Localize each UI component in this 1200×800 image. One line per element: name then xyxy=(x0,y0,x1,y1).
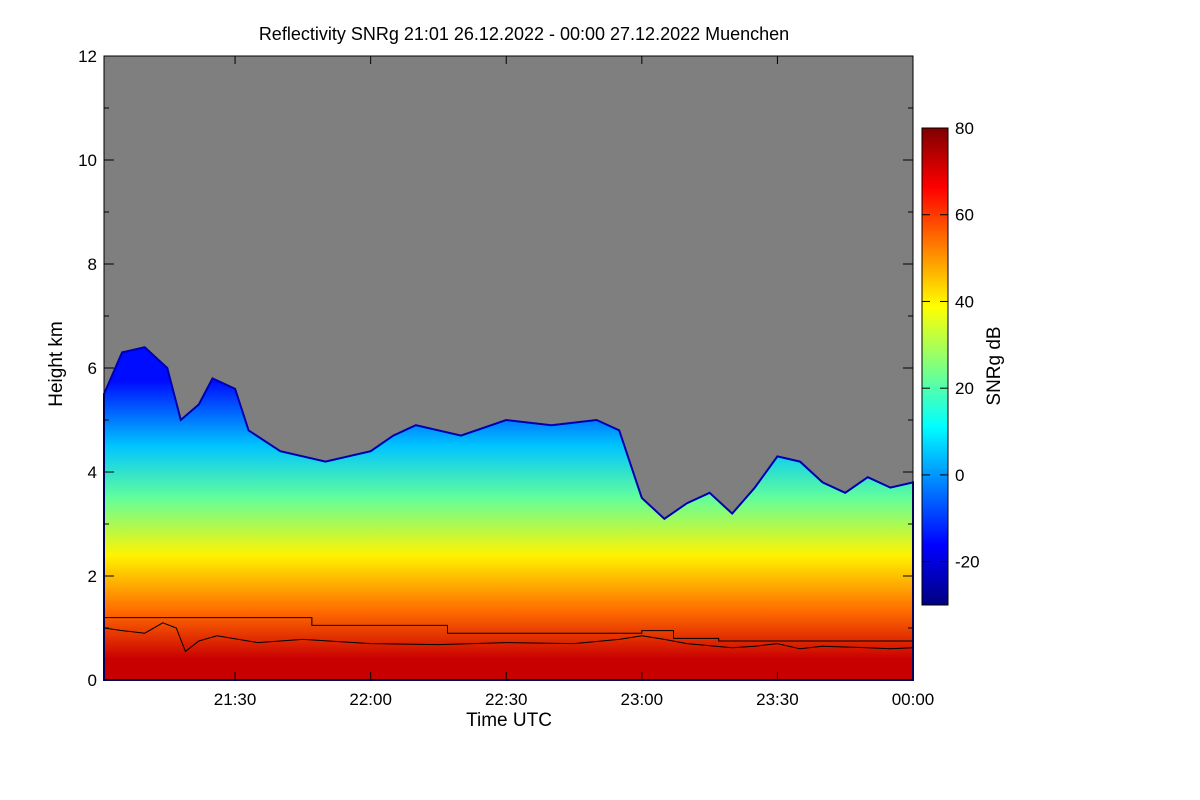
y-axis-label: Height km xyxy=(46,321,67,407)
colorbar-tick-label: 40 xyxy=(955,292,974,311)
y-tick-label: 10 xyxy=(78,151,97,170)
y-tick-label: 2 xyxy=(88,567,97,586)
x-axis-label: Time UTC xyxy=(466,710,552,731)
colorbar-tick-label: 80 xyxy=(955,119,974,138)
x-tick-label: 22:30 xyxy=(485,690,528,709)
colorbar-tick-label: 20 xyxy=(955,379,974,398)
y-tick-label: 0 xyxy=(88,671,97,690)
x-tick-label: 00:00 xyxy=(892,690,935,709)
y-tick-label: 6 xyxy=(88,359,97,378)
x-tick-label: 23:00 xyxy=(621,690,664,709)
colorbar-ticks: -20 0 20 40 60 80 xyxy=(922,119,980,572)
colorbar-tick-label: -20 xyxy=(955,553,980,572)
y-axis: 0 2 4 6 8 10 12 xyxy=(78,47,913,690)
y-tick-label: 8 xyxy=(88,255,97,274)
y-tick-label: 12 xyxy=(78,47,97,66)
overlay-series-1 xyxy=(104,617,913,642)
cloud-top-edge xyxy=(103,346,914,681)
x-tick-label: 22:00 xyxy=(349,690,392,709)
y-tick-label: 4 xyxy=(88,463,97,482)
colorbar-tick-label: 60 xyxy=(955,206,974,225)
x-axis: 21:30 22:00 22:30 23:00 23:30 00:00 xyxy=(214,56,934,709)
overlay-series-2 xyxy=(103,622,914,653)
colorbar-tick-label: 0 xyxy=(955,466,964,485)
colorbar-border xyxy=(921,127,949,606)
x-tick-label: 23:30 xyxy=(756,690,799,709)
colorbar-label: SNRg dB xyxy=(984,326,1005,405)
colorbar xyxy=(922,128,948,605)
chart-title: Reflectivity SNRg 21:01 26.12.2022 - 00:… xyxy=(259,24,789,44)
x-tick-label: 21:30 xyxy=(214,690,257,709)
